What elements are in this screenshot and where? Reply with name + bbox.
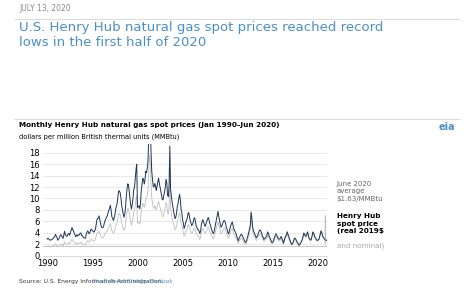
Text: U.S. Henry Hub natural gas spot prices reached record
lows in the first half of : U.S. Henry Hub natural gas spot prices r…: [19, 21, 383, 49]
Text: and nominal): and nominal): [337, 243, 384, 249]
Text: June 2020
average
$1.63/MMBtu: June 2020 average $1.63/MMBtu: [337, 181, 383, 202]
Text: eia: eia: [438, 122, 455, 132]
Text: Short-Term Energy Outlook: Short-Term Energy Outlook: [92, 279, 173, 284]
Text: Source: U.S. Energy Information Administration,: Source: U.S. Energy Information Administ…: [19, 279, 165, 284]
Text: Monthly Henry Hub natural gas spot prices (Jan 1990–Jun 2020): Monthly Henry Hub natural gas spot price…: [19, 122, 280, 128]
Text: dollars per million British thermal units (MMBtu): dollars per million British thermal unit…: [19, 134, 179, 140]
Text: JULY 13, 2020: JULY 13, 2020: [19, 4, 71, 14]
Text: Henry Hub
spot price
(real 2019$: Henry Hub spot price (real 2019$: [337, 213, 383, 234]
